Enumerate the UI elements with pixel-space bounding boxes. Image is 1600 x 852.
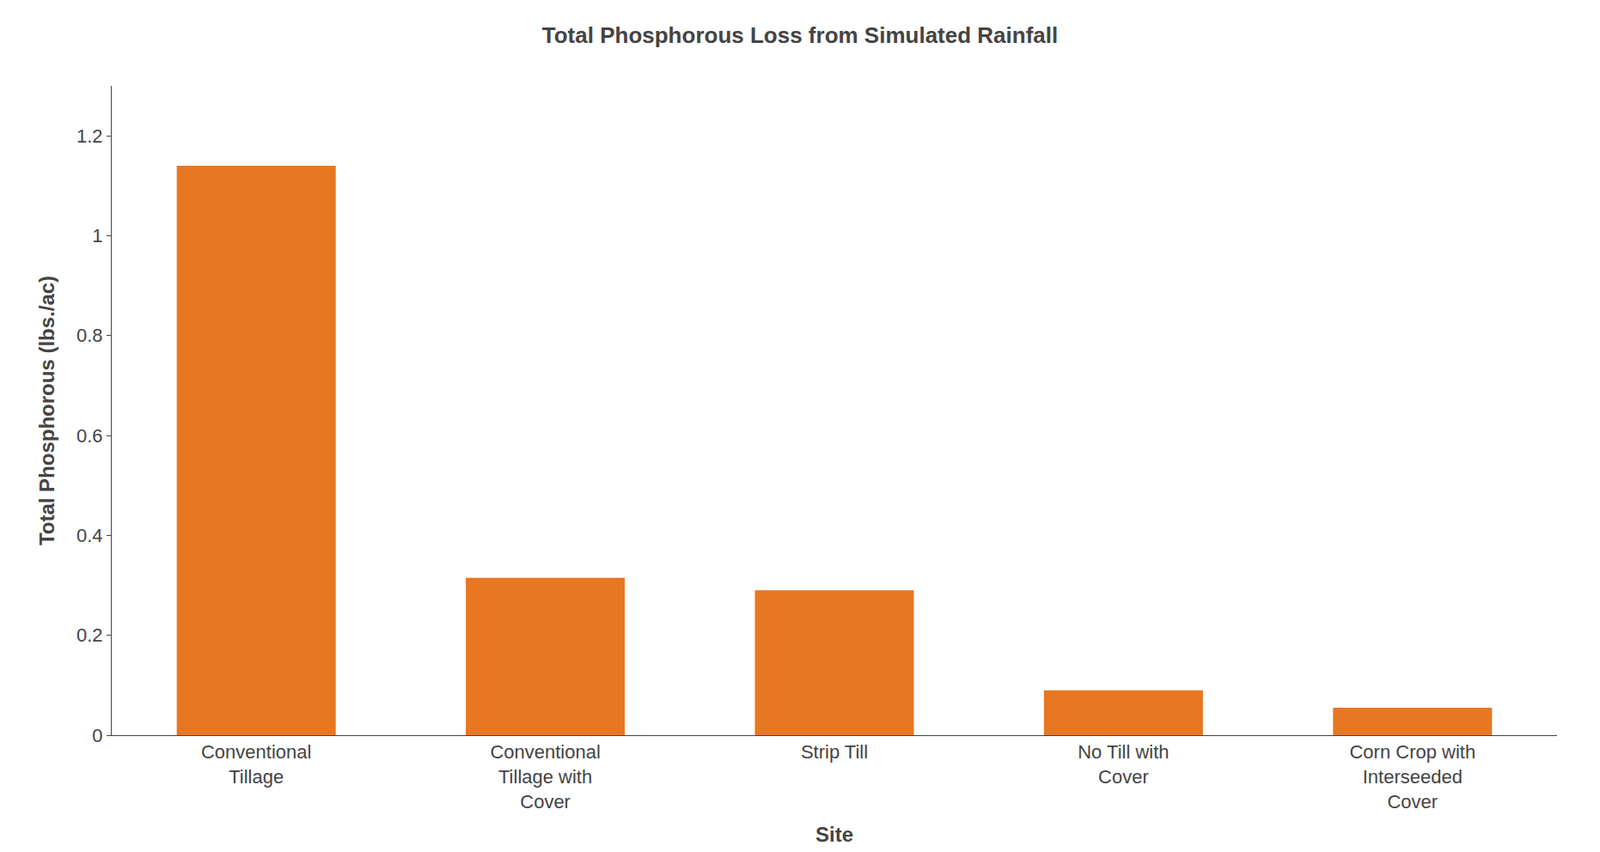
svg-text:0.2: 0.2 — [76, 624, 104, 647]
svg-text:1: 1 — [91, 225, 103, 247]
svg-text:0: 0 — [91, 725, 103, 747]
svg-text:No Till withCover: No Till withCover — [1077, 741, 1169, 788]
svg-text:0.4: 0.4 — [76, 525, 104, 547]
svg-text:Total Phosphorous (lbs./ac): Total Phosphorous (lbs./ac) — [35, 275, 59, 546]
svg-text:ConventionalTillage: ConventionalTillage — [201, 741, 312, 788]
svg-text:Site: Site — [815, 823, 854, 847]
svg-text:0.8: 0.8 — [76, 324, 104, 347]
svg-text:0.6: 0.6 — [76, 425, 104, 447]
svg-text:ConventionalTillage withCover: ConventionalTillage withCover — [489, 741, 600, 813]
svg-text:Total Phosphorous Loss from Si: Total Phosphorous Loss from Simulated Ra… — [542, 22, 1058, 49]
svg-text:Corn Crop withInterseededCover: Corn Crop withInterseededCover — [1349, 741, 1476, 813]
svg-text:Strip Till: Strip Till — [800, 741, 868, 764]
svg-text:1.2: 1.2 — [76, 125, 104, 147]
